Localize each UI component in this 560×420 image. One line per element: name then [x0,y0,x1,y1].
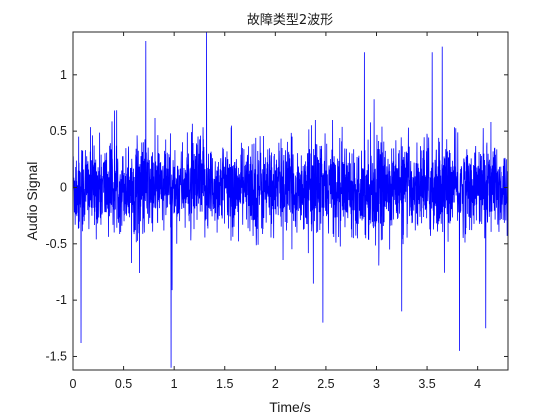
x-tick-label: 1 [171,377,178,391]
y-tick-label: 0 [60,180,67,194]
axes-frame [72,31,509,371]
plot-area [72,31,509,371]
x-axis-label: Time/s [269,399,310,415]
y-axis-label: Audio Signal [24,162,40,241]
chart-title: 故障类型2波形 [247,13,333,28]
x-tick-label: 0 [70,377,77,391]
y-tick-label: 1 [60,68,67,82]
series-line [72,31,509,368]
series-layer [72,31,509,368]
x-tick-label: 3.5 [418,377,435,391]
y-tick-label: -0.5 [45,237,67,251]
x-tick-label: 0.5 [115,377,132,391]
x-tick-label: 4 [474,377,481,391]
x-axis-ticks: 0 0.5 1 1.5 2 2.5 3 3.5 4 [70,32,481,391]
x-tick-label: 3 [373,377,380,391]
x-tick-label: 2.5 [317,377,334,391]
x-tick-label: 1.5 [216,377,233,391]
x-tick-label: 2 [272,377,279,391]
y-tick-label: 0.5 [50,124,67,138]
y-tick-label: -1.5 [45,349,67,363]
y-tick-label: -1 [56,293,67,307]
y-axis-ticks: 1 0.5 0 -0.5 -1 -1.5 [45,68,508,363]
